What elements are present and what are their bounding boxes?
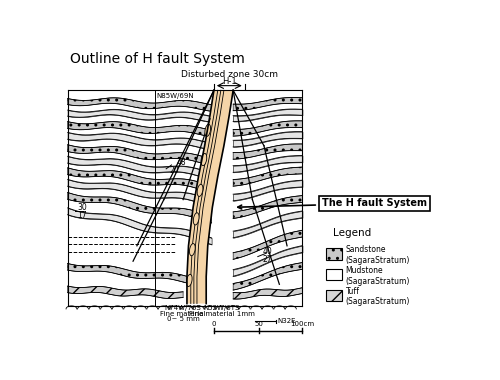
Text: H-1: H-1 xyxy=(222,77,236,86)
Bar xyxy=(326,248,342,260)
Text: 0: 0 xyxy=(212,321,216,327)
Text: 27: 27 xyxy=(262,255,272,264)
Text: 40: 40 xyxy=(262,247,272,256)
Text: N32E: N32E xyxy=(277,318,295,324)
Ellipse shape xyxy=(190,244,195,256)
Text: 50: 50 xyxy=(254,321,263,327)
Ellipse shape xyxy=(201,154,207,166)
Text: 0~ 5 mm: 0~ 5 mm xyxy=(166,316,200,322)
Text: N85W/69N: N85W/69N xyxy=(156,93,194,99)
Text: Outline of H fault System: Outline of H fault System xyxy=(70,52,245,66)
Text: 30: 30 xyxy=(78,203,88,212)
Ellipse shape xyxy=(186,274,192,287)
Text: 17: 17 xyxy=(78,211,87,220)
Ellipse shape xyxy=(205,124,210,136)
Ellipse shape xyxy=(194,213,199,225)
Text: Tuff
(SagaraStratum): Tuff (SagaraStratum) xyxy=(346,287,410,306)
Text: N52W/6TS: N52W/6TS xyxy=(204,305,240,311)
Text: 20: 20 xyxy=(169,166,179,175)
Text: 48: 48 xyxy=(176,158,186,167)
Bar xyxy=(326,269,342,280)
Text: 100cm: 100cm xyxy=(290,321,314,327)
Text: N74W/76S: N74W/76S xyxy=(164,305,202,311)
Text: Mudstone
(SagaraStratum): Mudstone (SagaraStratum) xyxy=(346,266,410,285)
Text: The H fault System: The H fault System xyxy=(238,198,426,209)
Text: Sandstone
(SagaraStratum): Sandstone (SagaraStratum) xyxy=(346,245,410,265)
Ellipse shape xyxy=(197,184,203,196)
Polygon shape xyxy=(187,90,233,304)
Text: Disturbed zone 30cm: Disturbed zone 30cm xyxy=(181,70,278,79)
Bar xyxy=(326,290,342,301)
Text: Fine material: Fine material xyxy=(160,310,206,317)
Text: Fine material 1mm: Fine material 1mm xyxy=(188,310,254,317)
Text: Legend: Legend xyxy=(334,228,372,238)
